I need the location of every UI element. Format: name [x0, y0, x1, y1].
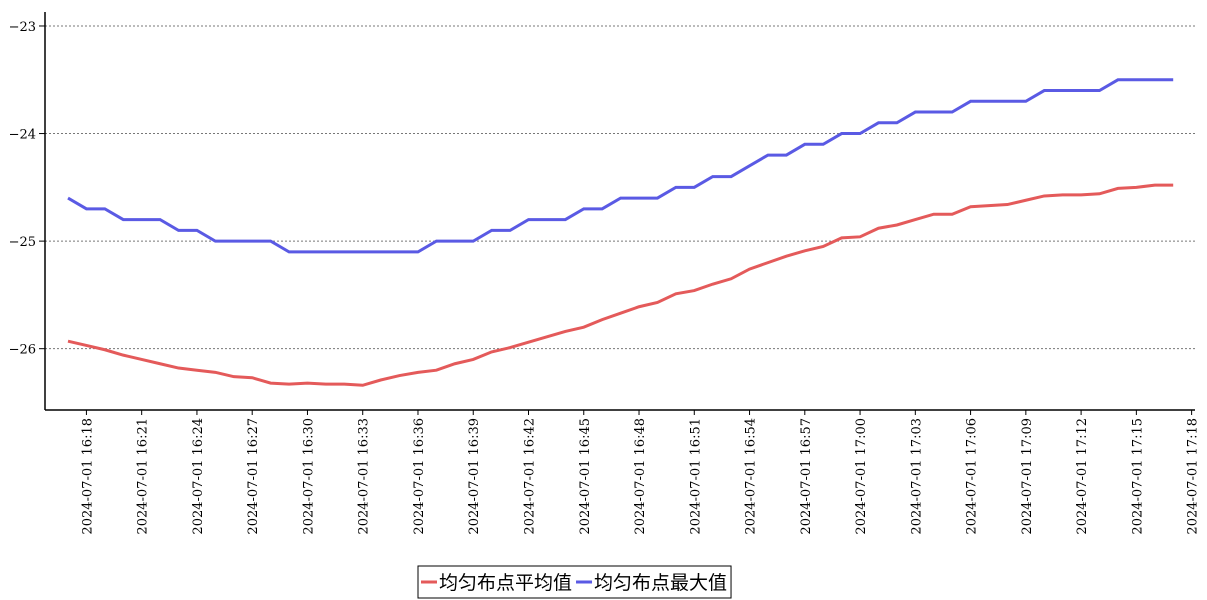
legend-label: 均匀布点平均值: [439, 572, 572, 594]
x-tick-label: 2024-07-01 16:42: [523, 418, 538, 535]
y-tick-label: −25: [9, 235, 36, 250]
x-tick-label: 2024-07-01 17:18: [1186, 418, 1201, 535]
x-tick-label: 2024-07-01 16:21: [136, 418, 151, 535]
x-tick-label: 2024-07-01 16:27: [246, 418, 261, 535]
x-tick-label: 2024-07-01 17:09: [1020, 418, 1035, 535]
x-tick-label: 2024-07-01 17:15: [1130, 418, 1145, 535]
x-tick-label: 2024-07-01 16:24: [191, 418, 206, 535]
y-tick-label: −23: [9, 20, 36, 35]
legend: 均匀布点平均值 均匀布点最大值: [417, 565, 732, 599]
x-tick-label: 2024-07-01 16:30: [301, 418, 316, 535]
x-tick-label: 2024-07-01 16:33: [357, 418, 372, 535]
x-tick-label: 2024-07-01 16:48: [633, 418, 648, 535]
x-tick-label: 2024-07-01 16:45: [578, 418, 593, 535]
x-tick-label: 2024-07-01 17:03: [909, 418, 924, 535]
y-tick-label: −26: [9, 343, 36, 358]
x-tick-label: 2024-07-01 17:00: [854, 418, 869, 535]
series-line: [67, 78, 1174, 254]
x-tick-label: 2024-07-01 16:39: [467, 418, 482, 535]
x-tick-label: 2024-07-01 17:12: [1075, 418, 1090, 535]
series-line: [67, 183, 1174, 387]
x-tick-label: 2024-07-01 16:57: [799, 418, 814, 535]
x-tick-label: 2024-07-01 16:36: [412, 418, 427, 535]
x-tick-label: 2024-07-01 17:06: [965, 418, 980, 535]
x-tick-label: 2024-07-01 16:54: [744, 418, 759, 535]
x-tick-label: 2024-07-01 16:18: [80, 418, 95, 535]
y-tick-label: −24: [9, 128, 36, 143]
legend-box: [417, 565, 732, 599]
legend-label: 均匀布点最大值: [594, 572, 727, 594]
x-tick-label: 2024-07-01 16:51: [688, 418, 703, 535]
